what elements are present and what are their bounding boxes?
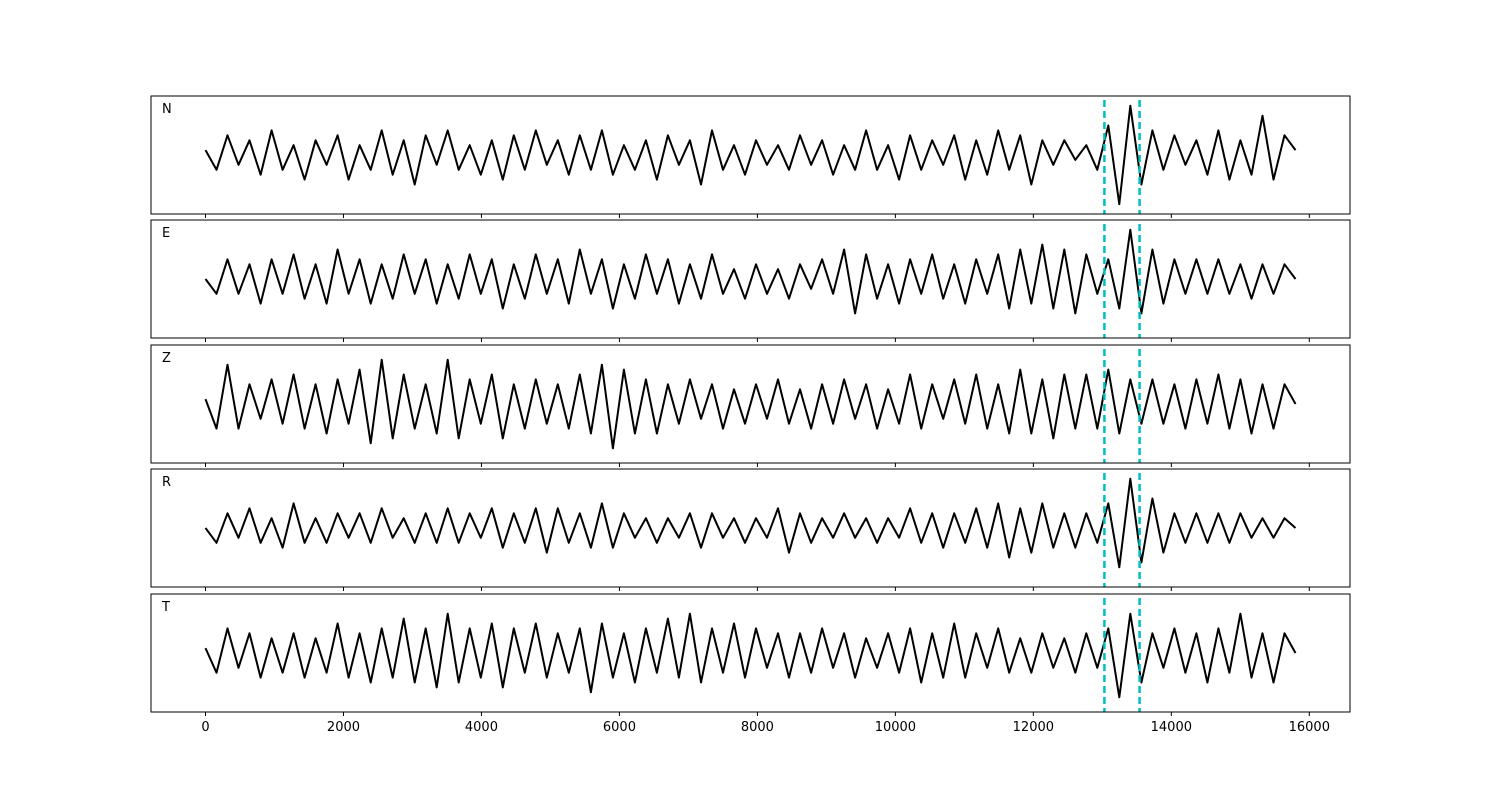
x-tick-label: 0 bbox=[201, 720, 209, 735]
x-tick-label: 8000 bbox=[741, 720, 774, 735]
x-tick-label: 16000 bbox=[1289, 720, 1330, 735]
x-tick-label: 12000 bbox=[1013, 720, 1054, 735]
panel-frame-T bbox=[150, 593, 1351, 713]
x-tick-label: 14000 bbox=[1151, 720, 1192, 735]
trace-E bbox=[204, 228, 1297, 315]
panel-label: R bbox=[162, 475, 171, 490]
panel-frame-Z bbox=[150, 344, 1351, 464]
panel-frame-E bbox=[150, 219, 1351, 339]
trace-T bbox=[204, 612, 1297, 699]
panel-label: E bbox=[162, 226, 170, 241]
x-tick-label: 10000 bbox=[875, 720, 916, 735]
trace-R bbox=[204, 477, 1297, 569]
x-tick-label: 6000 bbox=[603, 720, 636, 735]
panel-frame-R bbox=[150, 468, 1351, 588]
panel-label: N bbox=[162, 102, 172, 117]
panel-label: Z bbox=[162, 351, 171, 366]
x-tick-label: 2000 bbox=[327, 720, 360, 735]
trace-N bbox=[204, 104, 1297, 206]
x-tick-label: 4000 bbox=[465, 720, 498, 735]
panel-frame-N bbox=[150, 95, 1351, 215]
panel-label: T bbox=[161, 600, 170, 615]
trace-Z bbox=[204, 358, 1297, 450]
